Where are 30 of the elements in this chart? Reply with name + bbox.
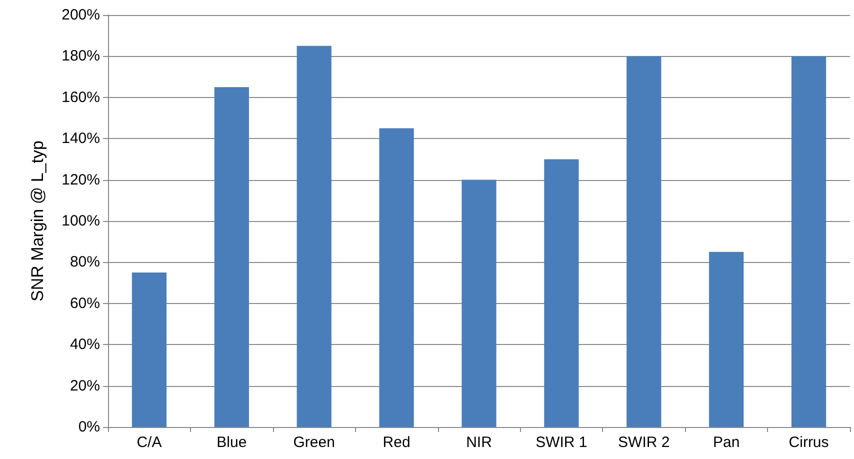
bar: [296, 46, 332, 427]
bar: [791, 56, 826, 427]
x-tick-label: C/A: [136, 434, 162, 451]
x-tick-label: NIR: [466, 434, 492, 451]
bar: [626, 56, 662, 427]
y-tick-label: 80%: [70, 254, 100, 271]
y-tick-label: 140%: [62, 130, 100, 148]
bar: [379, 128, 414, 427]
bar: [544, 159, 579, 427]
x-tick-label: SWIR 2: [618, 434, 670, 451]
y-tick-label: 180%: [62, 48, 100, 65]
x-tick-label: Pan: [712, 434, 740, 451]
y-axis-title: SNR Margin @ L_typ: [28, 140, 47, 302]
bar: [132, 272, 167, 427]
bar: [462, 180, 496, 427]
x-tick-label: Cirrus: [788, 434, 829, 451]
y-tick-label: 40%: [70, 336, 100, 354]
x-tick-label: Red: [382, 434, 410, 451]
y-tick-label: 100%: [62, 212, 100, 230]
y-tick-label: 20%: [70, 377, 100, 394]
x-tick-label: SWIR 1: [536, 434, 588, 451]
y-tick-label: 160%: [62, 88, 100, 106]
bar: [709, 252, 744, 427]
x-tick-label: Green: [293, 434, 335, 451]
x-tick-label: Blue: [216, 434, 247, 451]
y-tick-label: 200%: [62, 6, 100, 24]
y-tick-label: 0%: [78, 418, 100, 436]
y-tick-label: 120%: [62, 171, 100, 188]
y-tick-label: 60%: [70, 294, 100, 312]
bar: [214, 87, 249, 427]
